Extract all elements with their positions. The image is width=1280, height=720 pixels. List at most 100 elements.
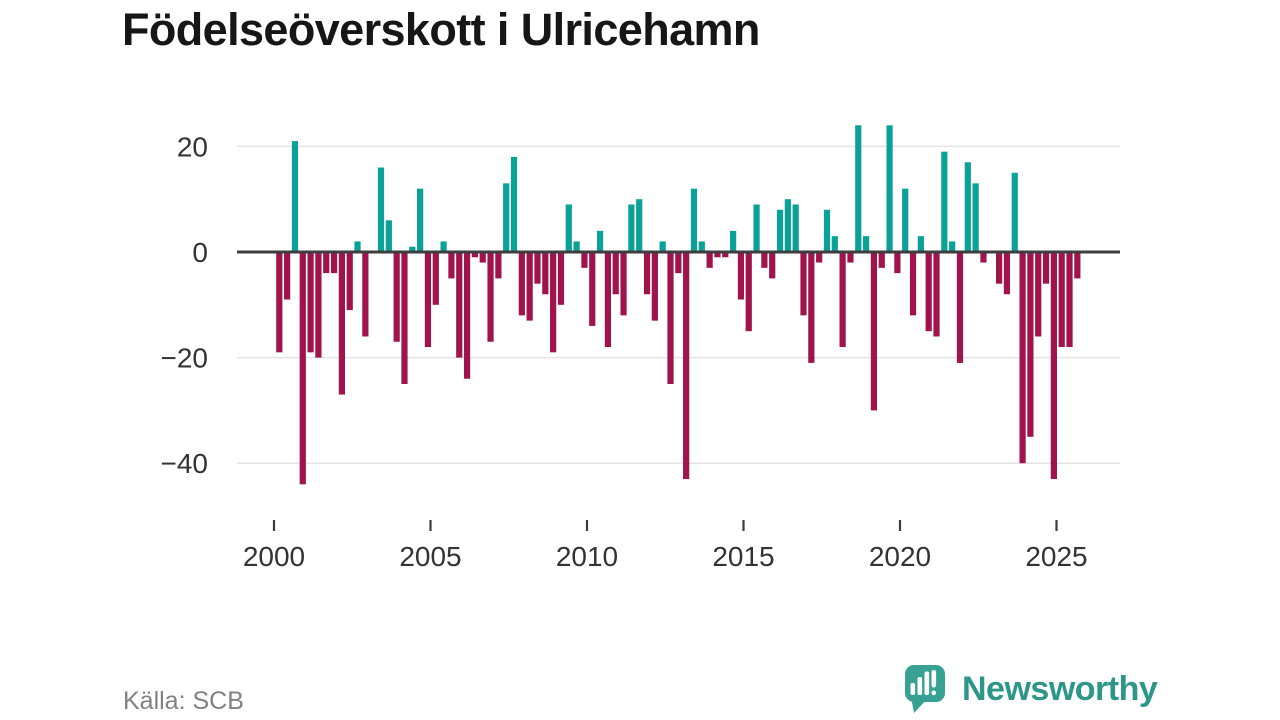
bar-2020Q1 xyxy=(902,188,909,252)
bar-2020Q4 xyxy=(925,252,932,332)
x-tick-label: 2025 xyxy=(1025,541,1087,572)
bar-2006Q3 xyxy=(479,252,486,263)
bar-2010Q1 xyxy=(589,252,596,326)
newsworthy-logo-icon xyxy=(905,665,945,713)
bar-2024Q1 xyxy=(1027,252,1034,437)
bar-2015Q1 xyxy=(745,252,752,332)
bar-2012Q2 xyxy=(659,241,666,252)
newsworthy-brand: Newsworthy xyxy=(903,663,1158,715)
x-tick-label: 2000 xyxy=(243,541,305,572)
bar-2023Q3 xyxy=(1011,172,1018,252)
bar-2010Q2 xyxy=(596,230,604,252)
bar-2009Q4 xyxy=(581,252,588,268)
bar-2010Q3 xyxy=(604,252,612,348)
bar-2025Q3 xyxy=(1074,252,1081,279)
bar-2006Q1 xyxy=(463,252,471,379)
bar-2017Q4 xyxy=(831,236,838,252)
bar-2000Q4 xyxy=(299,252,306,485)
bar-2018Q2 xyxy=(847,252,854,263)
bar-2021Q1 xyxy=(933,252,940,337)
bar-2001Q3 xyxy=(323,252,330,274)
bar-2024Q3 xyxy=(1042,252,1050,284)
bar-2004Q3 xyxy=(417,188,424,252)
x-tick-label: 2010 xyxy=(556,541,618,572)
bar-2001Q2 xyxy=(315,252,322,358)
bar-2022Q1 xyxy=(964,162,971,252)
bar-2008Q4 xyxy=(550,252,557,353)
bar-2006Q4 xyxy=(487,252,494,342)
bar-2000Q2 xyxy=(284,252,291,300)
bar-2014Q2 xyxy=(722,252,729,258)
bar-2018Q1 xyxy=(839,252,846,348)
bar-2005Q1 xyxy=(432,252,439,305)
bar-2002Q2 xyxy=(346,252,353,311)
bar-2010Q4 xyxy=(612,252,619,295)
bar-2015Q2 xyxy=(753,204,760,252)
bar-2009Q1 xyxy=(557,252,565,305)
bar-2019Q1 xyxy=(870,252,878,411)
bar-2017Q2 xyxy=(816,252,823,263)
bar-2019Q3 xyxy=(886,125,893,252)
bar-2025Q2 xyxy=(1066,252,1073,348)
bar-2012Q1 xyxy=(651,252,658,321)
bar-2024Q2 xyxy=(1035,252,1042,337)
bar-2008Q2 xyxy=(534,252,541,284)
bar-2011Q3 xyxy=(636,199,643,252)
bar-2011Q1 xyxy=(620,252,627,316)
bar-2001Q1 xyxy=(307,252,314,353)
bar-2012Q4 xyxy=(675,252,682,274)
bar-2013Q1 xyxy=(683,252,690,480)
bar-2023Q2 xyxy=(1003,252,1011,295)
bar-2018Q3 xyxy=(855,125,862,252)
bar-2022Q2 xyxy=(972,183,979,252)
bar-2008Q1 xyxy=(526,252,533,321)
bar-2002Q1 xyxy=(338,252,345,395)
bar-2013Q3 xyxy=(698,241,705,252)
bar-2013Q2 xyxy=(690,188,698,252)
bar-2022Q3 xyxy=(980,252,987,263)
bar-2019Q4 xyxy=(894,252,901,274)
bar-2000Q1 xyxy=(276,252,283,353)
bar-2016Q1 xyxy=(776,209,784,252)
bar-2014Q1 xyxy=(714,252,721,258)
bar-2020Q2 xyxy=(909,252,917,316)
bar-2011Q4 xyxy=(643,252,651,295)
bar-2002Q3 xyxy=(354,241,361,252)
x-tick-label: 2015 xyxy=(712,541,774,572)
y-tick-label: −20 xyxy=(161,343,209,374)
bar-2021Q3 xyxy=(949,241,956,252)
x-tick-label: 2020 xyxy=(869,541,931,572)
bar-2007Q1 xyxy=(495,252,502,279)
bar-2001Q4 xyxy=(330,252,338,274)
bar-2004Q2 xyxy=(409,246,416,252)
bar-2009Q2 xyxy=(565,204,572,252)
page-title: Födelseöverskott i Ulricehamn xyxy=(122,4,760,55)
bar-2023Q1 xyxy=(996,252,1003,284)
bar-2019Q2 xyxy=(878,252,885,268)
bar-2015Q4 xyxy=(769,252,776,279)
bar-2006Q2 xyxy=(471,252,478,258)
bar-2014Q3 xyxy=(729,230,737,252)
bar-2025Q1 xyxy=(1058,252,1065,348)
bar-2021Q4 xyxy=(956,252,964,363)
bar-2020Q3 xyxy=(917,236,924,252)
bar-2016Q2 xyxy=(784,199,791,252)
bar-2008Q3 xyxy=(542,252,549,295)
bar-2007Q2 xyxy=(503,183,510,252)
bar-2016Q3 xyxy=(792,204,799,252)
brand-wordmark: Newsworthy xyxy=(962,670,1158,708)
bar-2002Q4 xyxy=(362,252,369,337)
bar-2011Q2 xyxy=(628,204,635,252)
bar-2012Q3 xyxy=(667,252,674,384)
bar-2015Q3 xyxy=(761,252,768,268)
bar-2000Q3 xyxy=(291,141,299,252)
bar-2017Q3 xyxy=(823,209,831,252)
bar-2007Q3 xyxy=(510,156,518,252)
bar-2024Q4 xyxy=(1050,252,1057,480)
bar-2009Q3 xyxy=(573,241,580,252)
bar-2005Q2 xyxy=(440,241,447,252)
bar-2007Q4 xyxy=(518,252,525,316)
bar-2021Q2 xyxy=(941,151,948,252)
bar-2003Q3 xyxy=(385,220,392,252)
